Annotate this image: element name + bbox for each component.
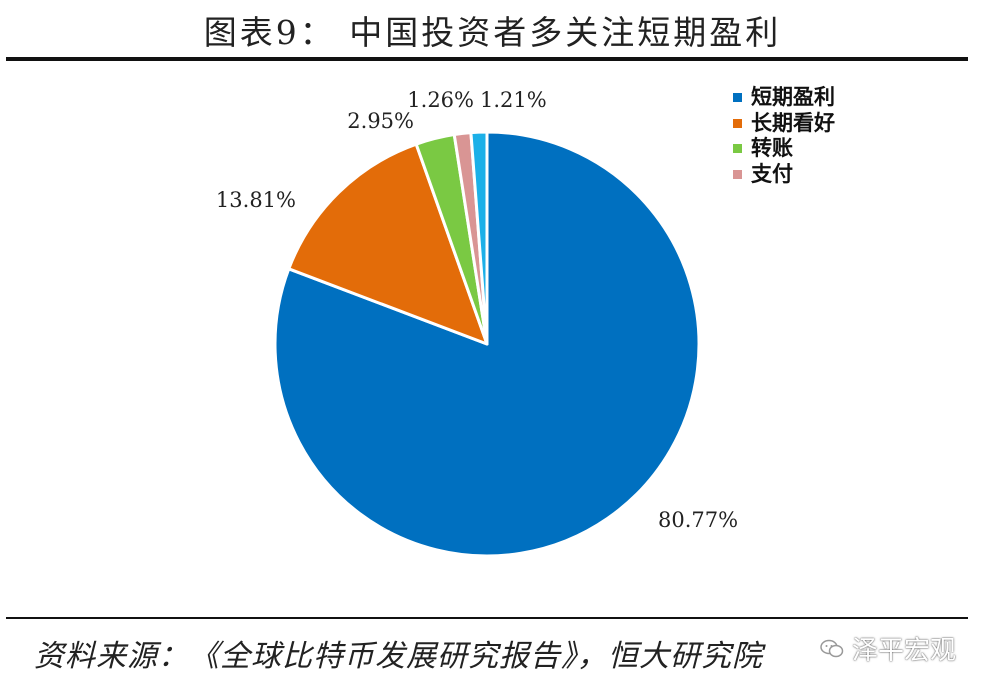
top-divider (6, 57, 968, 61)
legend-item: 短期盈利 (733, 85, 835, 111)
chart-legend: 短期盈利 长期看好 转账 支付 (733, 85, 835, 187)
source-note: 资料来源：《全球比特币发展研究报告》，恒大研究院 (34, 639, 763, 674)
pie-slice-2 (287, 142, 489, 346)
slice-value-label: 2.95% (347, 109, 414, 133)
legend-item: 转账 (733, 136, 835, 162)
legend-item: 支付 (733, 162, 835, 188)
legend-label: 短期盈利 (751, 85, 835, 109)
legend-swatch (733, 93, 742, 103)
slice-value-label: 1.26% (407, 88, 474, 112)
legend-label: 长期看好 (751, 110, 835, 135)
slice-value-label: 1.21% (480, 88, 547, 112)
watermark: 泽平宏观 (820, 630, 956, 667)
legend-swatch (733, 169, 742, 179)
pie-slice-5 (469, 130, 489, 346)
slice-value-label: 80.77% (658, 508, 738, 532)
legend-swatch (733, 144, 742, 154)
wechat-icon (820, 639, 844, 657)
slice-value-label: 13.81% (216, 188, 296, 212)
legend-swatch (733, 118, 742, 128)
pie-value-labels: 80.77% 13.81% 2.95%1.26% 1.21% (216, 88, 738, 532)
bottom-divider (6, 617, 968, 619)
chart-title: 图表9： 中国投资者多关注短期盈利 (203, 13, 782, 52)
legend-label: 转账 (751, 136, 793, 160)
legend-label: 支付 (751, 161, 793, 186)
pie-slices (273, 130, 701, 558)
legend-item: 长期看好 (733, 111, 835, 137)
watermark-text: 泽平宏观 (852, 636, 957, 666)
